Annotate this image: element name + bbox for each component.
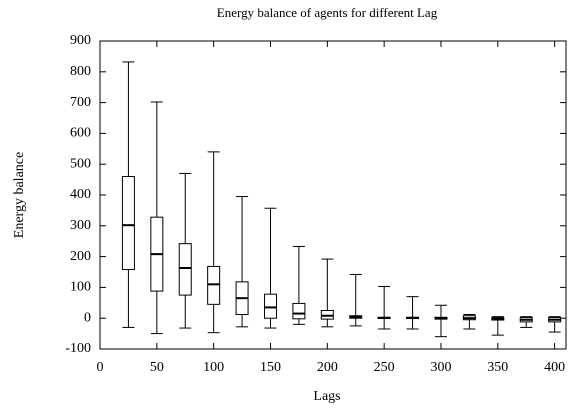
box (121, 176, 135, 271)
x-tick-label: 300 (430, 360, 451, 375)
box (292, 302, 306, 320)
x-axis-label: Lags (313, 389, 340, 404)
box (263, 293, 277, 319)
y-axis-label: Energy balance (12, 152, 27, 238)
y-tick-label: -100 (65, 341, 91, 356)
y-tick-label: 700 (70, 95, 91, 110)
x-tick-label: 100 (203, 360, 224, 375)
y-tick-label: 300 (70, 218, 91, 233)
plot-frame (99, 40, 567, 350)
y-tick-label: 800 (70, 64, 91, 79)
box (178, 243, 192, 296)
x-tick-label: 250 (374, 360, 395, 375)
y-tick-label: 400 (70, 187, 91, 202)
y-tick-label: 600 (70, 126, 91, 141)
chart-title: Energy balance of agents for different L… (217, 5, 438, 20)
y-tick-label: 500 (70, 156, 91, 171)
x-tick-label: 200 (317, 360, 338, 375)
box (207, 265, 221, 305)
x-tick-label: 50 (150, 360, 164, 375)
y-tick-label: 900 (70, 33, 91, 48)
x-tick-label: 350 (487, 360, 508, 375)
x-tick-label: 150 (260, 360, 281, 375)
y-tick-label: 200 (70, 249, 91, 264)
y-tick-label: 100 (70, 280, 91, 295)
x-tick-label: 0 (97, 360, 104, 375)
y-tick-label: 0 (84, 310, 91, 325)
x-tick-label: 400 (544, 360, 565, 375)
